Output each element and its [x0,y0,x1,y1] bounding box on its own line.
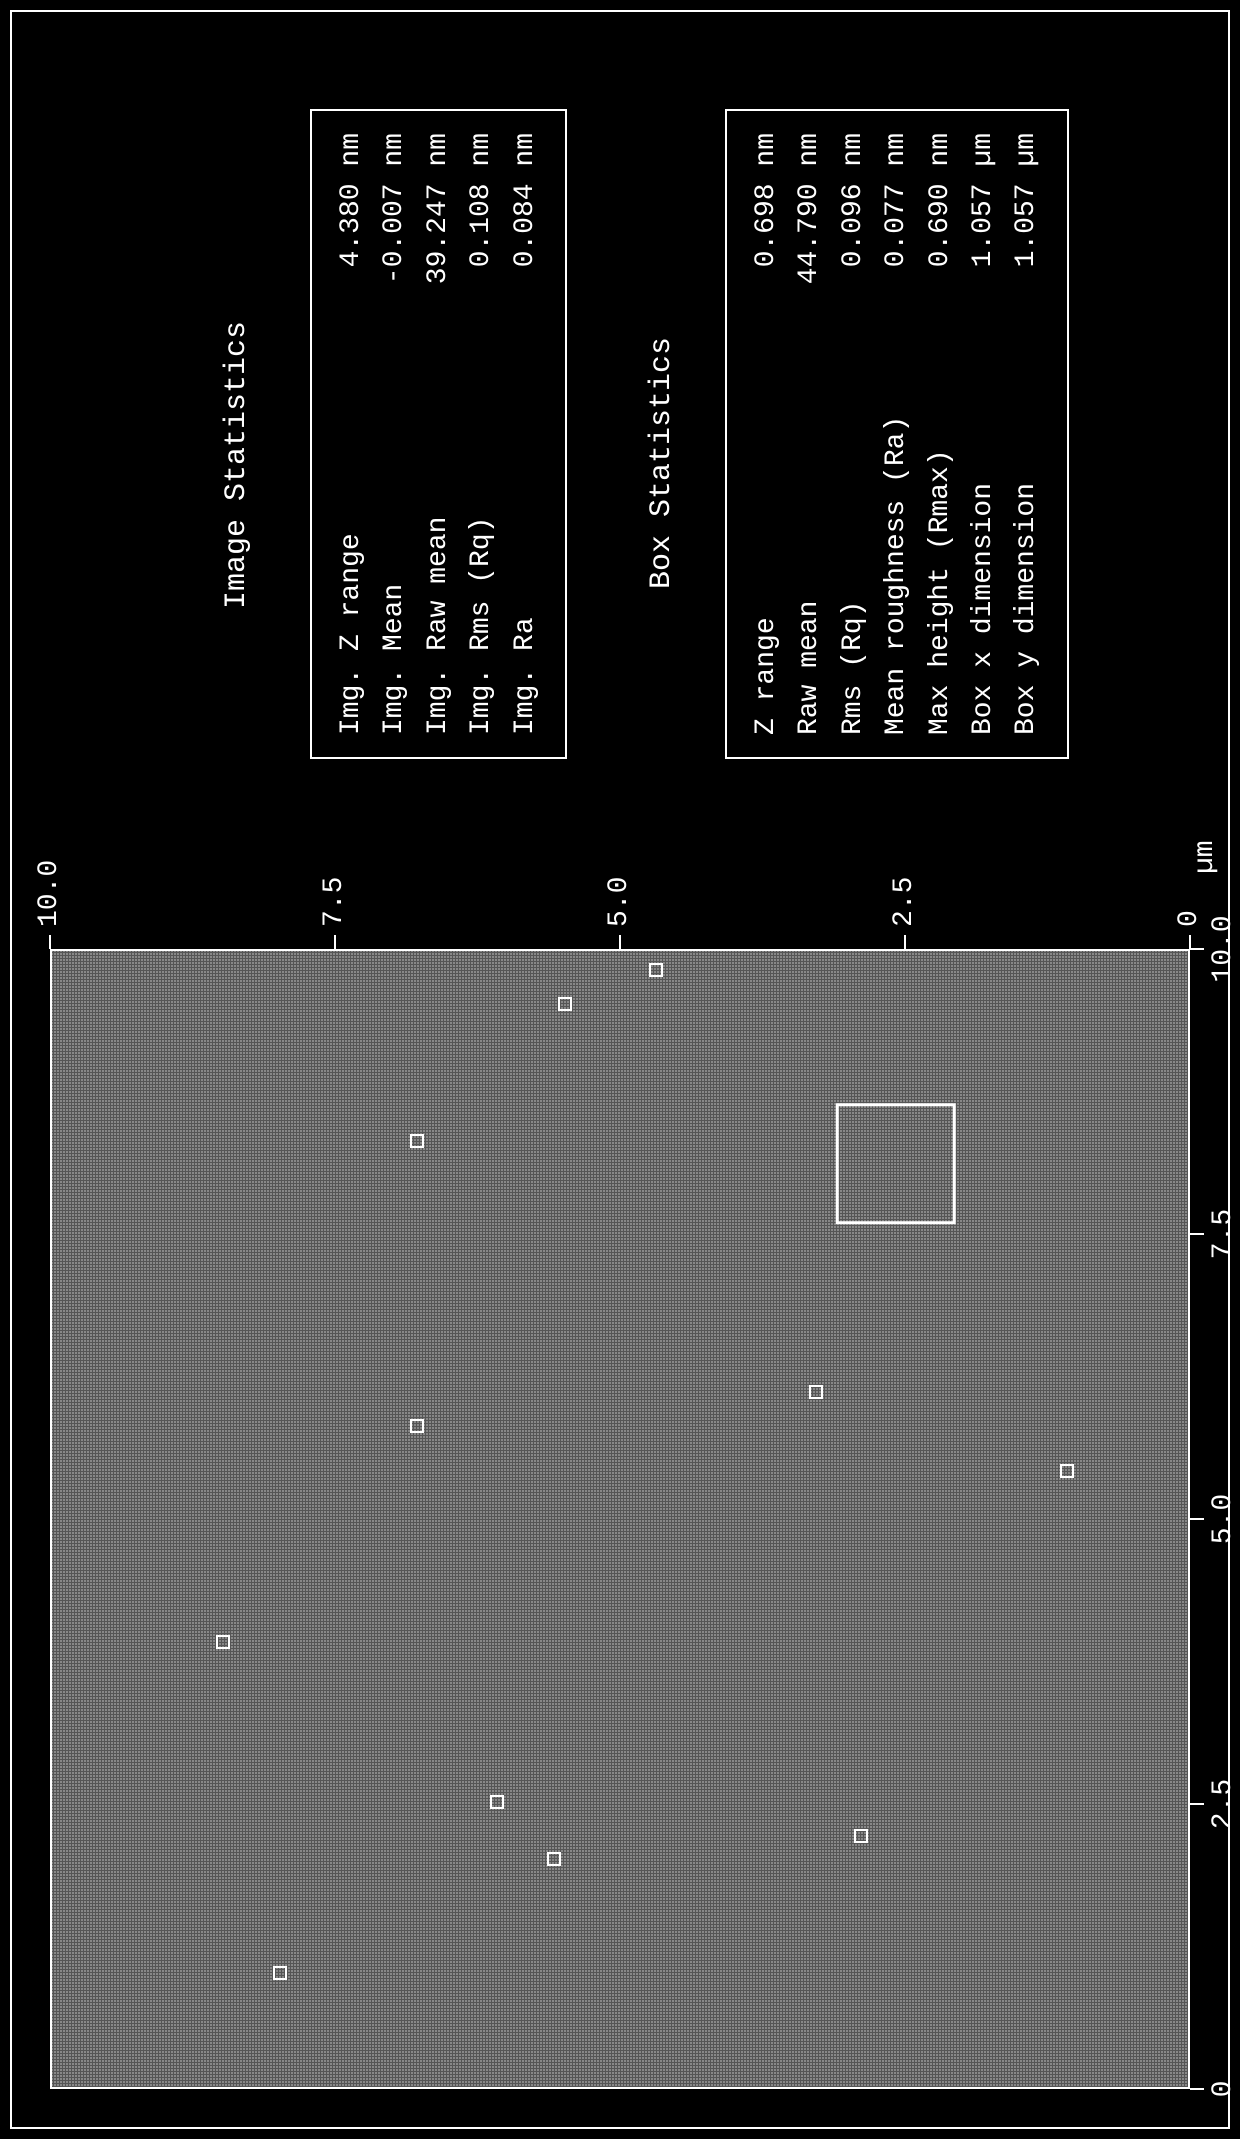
y-tick-label: 7.5 [319,877,350,927]
x-tick [1190,1233,1204,1235]
content-rotated: 02.55.07.510.0 02.55.07.510.0 µm Image S… [10,10,1230,2129]
stats-value: 44.790 nm [788,133,831,333]
stats-value: 0.690 nm [919,133,962,333]
scan-marker [854,1829,868,1843]
y-tick-label: 5.0 [604,877,635,927]
x-tick-label: 7.5 [1208,1209,1239,1259]
stats-row: Img. Z range 4.380 nm [330,133,373,735]
x-tick [1190,948,1204,950]
stats-label: Z range [745,617,788,735]
scan-marker [547,1852,561,1866]
stats-value: 1.057 µm [1005,133,1048,333]
stats-value: 1.057 µm [962,133,1005,333]
x-axis-unit: µm [1190,840,1221,874]
stats-label: Img. Mean [373,584,416,735]
stats-row: Mean roughness (Ra) 0.077 nm [875,133,918,735]
stats-row: Rms (Rq) 0.096 nm [832,133,875,735]
y-tick-label: 10.0 [34,860,65,927]
scan-marker [809,1385,823,1399]
scan-marker [410,1134,424,1148]
stats-label: Box x dimension [962,483,1005,735]
x-tick-label: 0 [1208,2081,1239,2098]
stats-label: Img. Raw mean [417,517,460,735]
x-tick [1190,2088,1204,2090]
y-tick [334,935,336,949]
box-stats-panel: Z range0.698 nmRaw mean44.790 nmRms (Rq)… [725,109,1069,759]
stats-value: 0.084 nm [504,133,547,333]
stats-value: -0.007 nm [373,133,416,333]
scan-marker [1060,1464,1074,1478]
stats-row: Raw mean 44.790 nm [788,133,831,735]
selection-box[interactable] [835,1103,955,1223]
y-tick [619,935,621,949]
stats-label: Mean roughness (Ra) [875,416,918,735]
scan-marker [649,963,663,977]
stats-label: Max height (Rmax) [919,449,962,735]
stats-row: Img. Ra 0.084 nm [504,133,547,735]
stats-label: Img. Z range [330,533,373,735]
stats-value: 0.077 nm [875,133,918,333]
stats-row: Img. Mean -0.007 nm [373,133,416,735]
stats-label: Box y dimension [1005,483,1048,735]
scan-marker [558,997,572,1011]
x-tick [1190,1803,1204,1805]
stats-row: Z range 0.698 nm [745,133,788,735]
y-tick [904,935,906,949]
x-tick-label: 10.0 [1208,915,1239,982]
x-tick-label: 2.5 [1208,1779,1239,1829]
stats-row: Img. Raw mean 39.247 nm [417,133,460,735]
stats-label: Img. Ra [504,617,547,735]
scan-marker [490,1795,504,1809]
image-stats-title: Image Statistics [220,321,254,609]
stats-row: Max height (Rmax) 0.690 nm [919,133,962,735]
stats-value: 4.380 nm [330,133,373,333]
x-tick [1190,1518,1204,1520]
scan-marker [216,1635,230,1649]
x-tick-label: 5.0 [1208,1494,1239,1544]
stats-label: Raw mean [788,601,831,735]
y-tick [49,935,51,949]
stats-row: Box y dimension 1.057 µm [1005,133,1048,735]
scan-marker [410,1419,424,1433]
stats-label: Rms (Rq) [832,601,875,735]
afm-scan-plot[interactable] [50,949,1190,2089]
y-tick [1189,935,1191,949]
stats-row: Img. Rms (Rq) 0.108 nm [460,133,503,735]
stats-row: Box x dimension 1.057 µm [962,133,1005,735]
image-stats-panel: Img. Z range4.380 nmImg. Mean-0.007 nmIm… [310,109,567,759]
stats-value: 0.096 nm [832,133,875,333]
y-tick-label: 0 [1174,910,1205,927]
box-stats-title: Box Statistics [645,337,679,589]
stats-value: 39.247 nm [417,133,460,333]
stats-label: Img. Rms (Rq) [460,517,503,735]
stats-value: 0.108 nm [460,133,503,333]
stats-value: 0.698 nm [745,133,788,333]
y-tick-label: 2.5 [889,877,920,927]
scan-marker [273,1966,287,1980]
